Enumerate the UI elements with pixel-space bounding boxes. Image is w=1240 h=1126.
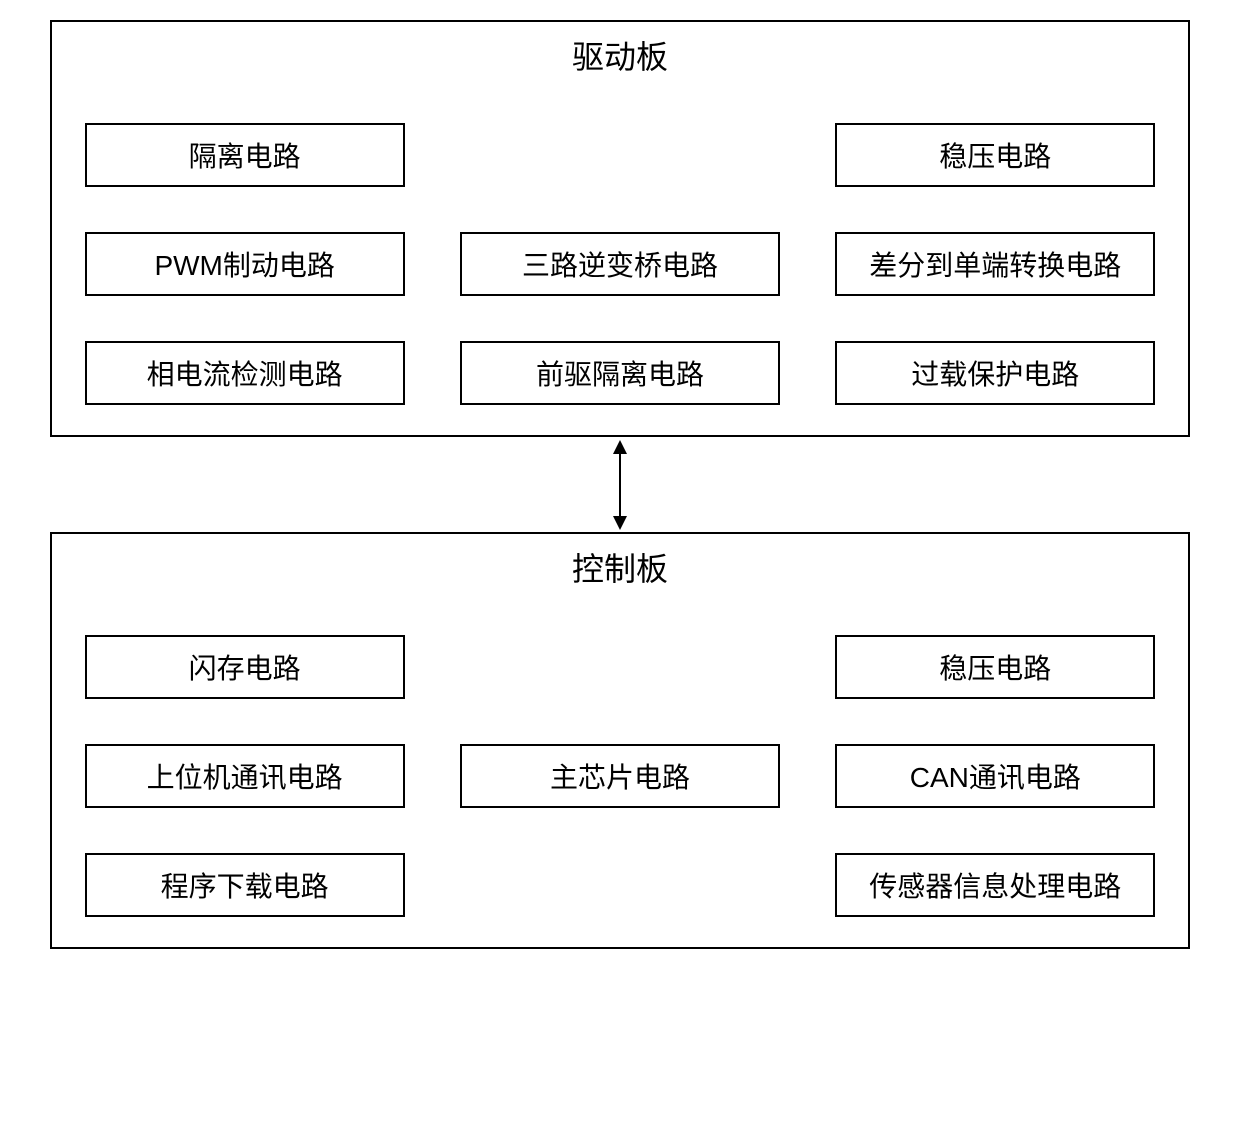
box-pwm-brake-circuit: PWM制动电路	[85, 232, 405, 296]
control-row-3: 程序下载电路 传感器信息处理电路	[72, 853, 1168, 917]
cell: 稳压电路	[823, 123, 1168, 187]
cell: 闪存电路	[72, 635, 417, 699]
driver-row-1: 隔离电路 稳压电路	[72, 123, 1168, 187]
box-diff-to-single-ended: 差分到单端转换电路	[835, 232, 1155, 296]
control-board-title: 控制板	[72, 544, 1168, 590]
cell: 主芯片电路	[447, 744, 792, 808]
control-row-2: 上位机通讯电路 主芯片电路 CAN通讯电路	[72, 744, 1168, 808]
cell	[447, 635, 792, 699]
box-three-way-inverter-bridge: 三路逆变桥电路	[460, 232, 780, 296]
cell: 稳压电路	[823, 635, 1168, 699]
bidirectional-connector	[50, 437, 1190, 532]
cell: PWM制动电路	[72, 232, 417, 296]
cell: 相电流检测电路	[72, 341, 417, 405]
box-isolation-circuit: 隔离电路	[85, 123, 405, 187]
driver-board-panel: 驱动板 隔离电路 稳压电路 PWM制动电路 三路逆变桥电路 差分到单端转换电路 …	[50, 20, 1190, 437]
cell: 前驱隔离电路	[447, 341, 792, 405]
cell: CAN通讯电路	[823, 744, 1168, 808]
box-flash-memory-circuit: 闪存电路	[85, 635, 405, 699]
cell: 过载保护电路	[823, 341, 1168, 405]
box-sensor-info-processing: 传感器信息处理电路	[835, 853, 1155, 917]
cell: 隔离电路	[72, 123, 417, 187]
box-overload-protection: 过载保护电路	[835, 341, 1155, 405]
cell: 程序下载电路	[72, 853, 417, 917]
double-arrow-icon	[605, 440, 635, 530]
cell	[447, 853, 792, 917]
box-predriver-isolation: 前驱隔离电路	[460, 341, 780, 405]
control-board-panel: 控制板 闪存电路 稳压电路 上位机通讯电路 主芯片电路 CAN通讯电路 程序下载…	[50, 532, 1190, 949]
box-host-comm-circuit: 上位机通讯电路	[85, 744, 405, 808]
driver-row-3: 相电流检测电路 前驱隔离电路 过载保护电路	[72, 341, 1168, 405]
box-main-chip-circuit: 主芯片电路	[460, 744, 780, 808]
driver-row-2: PWM制动电路 三路逆变桥电路 差分到单端转换电路	[72, 232, 1168, 296]
control-row-1: 闪存电路 稳压电路	[72, 635, 1168, 699]
cell: 上位机通讯电路	[72, 744, 417, 808]
cell: 传感器信息处理电路	[823, 853, 1168, 917]
box-voltage-regulator-circuit-2: 稳压电路	[835, 635, 1155, 699]
cell: 差分到单端转换电路	[823, 232, 1168, 296]
driver-board-title: 驱动板	[72, 32, 1168, 78]
box-phase-current-detection: 相电流检测电路	[85, 341, 405, 405]
cell: 三路逆变桥电路	[447, 232, 792, 296]
box-voltage-regulator-circuit-1: 稳压电路	[835, 123, 1155, 187]
box-program-download-circuit: 程序下载电路	[85, 853, 405, 917]
cell	[447, 123, 792, 187]
box-can-comm-circuit: CAN通讯电路	[835, 744, 1155, 808]
